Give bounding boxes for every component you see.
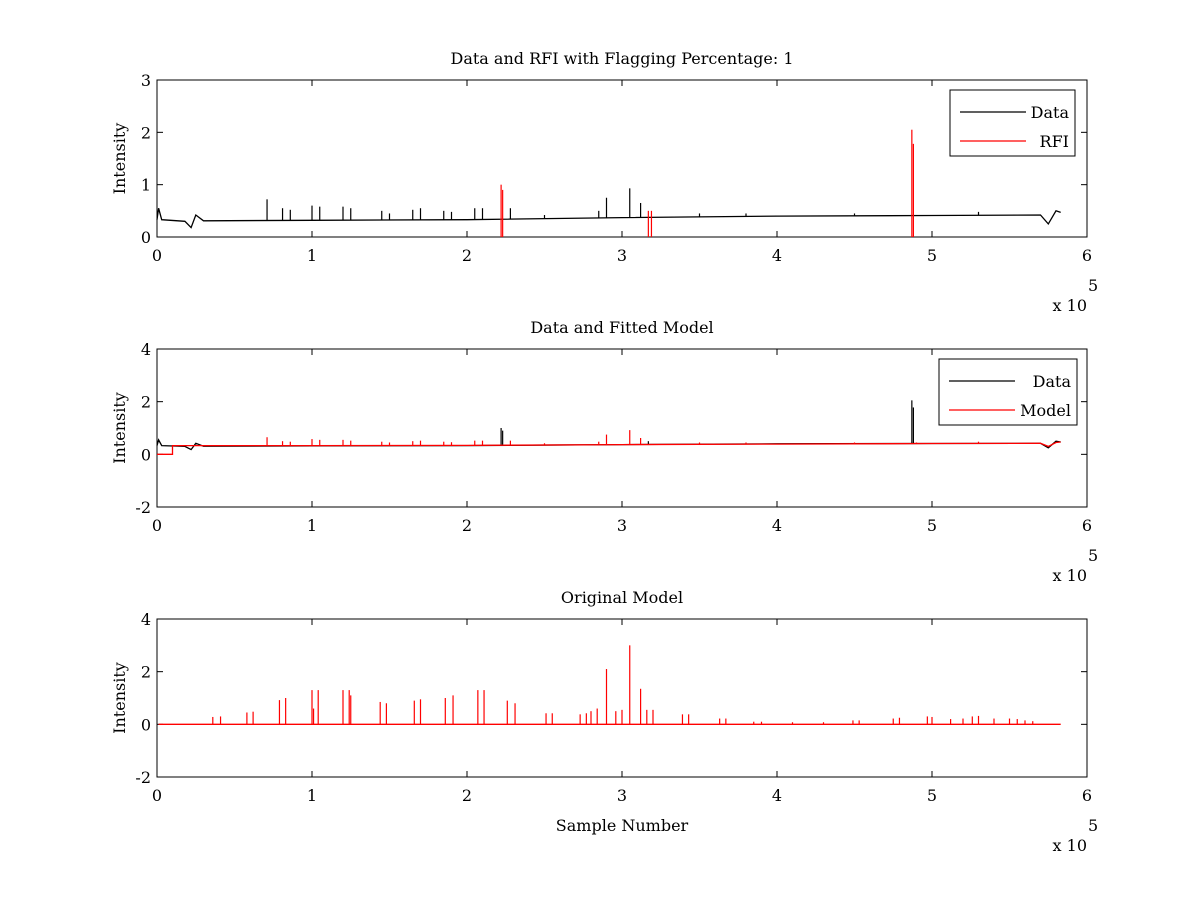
x-tick-label: 4 (772, 786, 782, 805)
x-tick-label: 1 (307, 786, 317, 805)
x-tick-label: 3 (617, 246, 627, 265)
y-tick-label: 4 (141, 340, 151, 359)
x-multiplier-exponent: 5 (1088, 546, 1098, 565)
chart-title: Data and RFI with Flagging Percentage: 1 (450, 49, 793, 68)
x-tick-label: 5 (927, 516, 937, 535)
y-tick-label: 4 (141, 610, 151, 629)
legend-label: Model (1020, 401, 1071, 420)
y-tick-label: 0 (141, 715, 151, 734)
series-line (156, 208, 1061, 229)
x-multiplier: x 10 (1053, 836, 1087, 855)
legend-label: Data (1031, 103, 1070, 122)
x-tick-label: 4 (772, 246, 782, 265)
axes-box (156, 618, 1088, 778)
x-tick-label: 2 (462, 246, 472, 265)
legend-label: RFI (1040, 132, 1069, 151)
legend-label: Data (1033, 372, 1072, 391)
y-tick-label: 3 (141, 71, 151, 90)
series-line (157, 441, 1061, 455)
y-tick-label: 2 (141, 663, 151, 682)
x-tick-label: 0 (152, 786, 162, 805)
legend-box (938, 358, 1078, 426)
x-tick-label: 6 (1082, 246, 1092, 265)
series-rfi (500, 129, 915, 237)
chart-title: Original Model (561, 588, 683, 607)
axes-box (156, 79, 1088, 238)
y-tick-label: 2 (141, 393, 151, 412)
y-tick-label: 2 (141, 123, 151, 142)
x-axis-label: Sample Number (556, 816, 689, 835)
x-tick-label: 6 (1082, 516, 1092, 535)
y-axis-label: Intensity (110, 123, 129, 195)
legend: Data RFI (949, 89, 1076, 157)
x-tick-label: 5 (927, 786, 937, 805)
y-tick-label: 0 (141, 228, 151, 247)
x-tick-label: 3 (617, 516, 627, 535)
x-multiplier-exponent: 5 (1088, 816, 1098, 835)
x-multiplier: x 10 (1053, 566, 1087, 585)
y-tick-label: 0 (141, 445, 151, 464)
x-tick-label: 2 (462, 516, 472, 535)
x-tick-label: 3 (617, 786, 627, 805)
y-tick-label: -2 (135, 498, 151, 517)
series-data (156, 188, 1061, 229)
series-model (157, 430, 1061, 455)
x-multiplier: x 10 (1053, 296, 1087, 315)
y-axis-label: Intensity (110, 392, 129, 464)
x-tick-label: 1 (307, 516, 317, 535)
y-tick-label: 1 (141, 176, 151, 195)
x-tick-label: 4 (772, 516, 782, 535)
series-model-original (158, 645, 1061, 725)
legend: Data Model (938, 358, 1078, 426)
x-tick-label: 0 (152, 516, 162, 535)
y-axis-label: Intensity (110, 662, 129, 734)
x-tick-label: 2 (462, 786, 472, 805)
x-multiplier-exponent: 5 (1088, 276, 1098, 295)
x-tick-label: 5 (927, 246, 937, 265)
x-tick-label: 0 (152, 246, 162, 265)
chart-title: Data and Fitted Model (530, 318, 713, 337)
subplot-1: 0 1 2 3 4 5 6 0 1 2 3 Data and RFI with Flagging Pe… (110, 49, 1098, 315)
x-tick-label: 1 (307, 246, 317, 265)
axes-box (156, 348, 1088, 508)
x-tick-label: 6 (1082, 786, 1092, 805)
y-tick-label: -2 (135, 768, 151, 787)
legend-box (949, 89, 1076, 157)
